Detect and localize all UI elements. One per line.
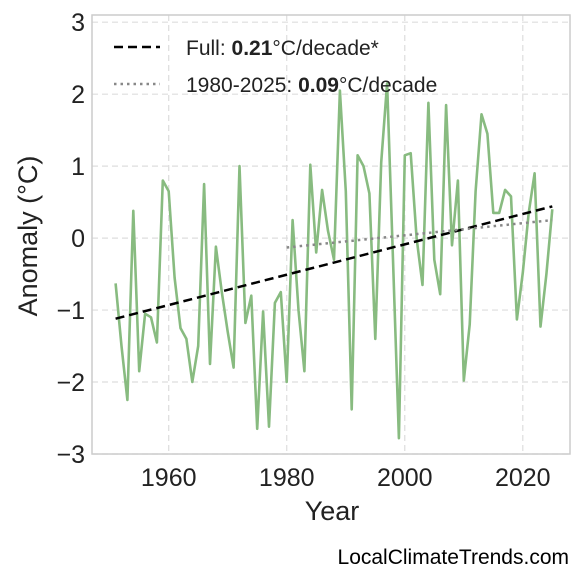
x-tick-label: 2000 [377,464,433,492]
legend-full-suffix: °C/decade* [272,37,378,60]
legend-full-label: Full: 0.21°C/decade* [186,37,379,60]
series-layer [114,82,554,440]
y-tick-label: −2 [56,369,85,397]
y-tick-label: −1 [56,297,85,325]
plot-frame [91,14,571,455]
legend-full-value: 0.21 [232,37,273,60]
annual-anomaly-line [114,82,554,440]
legend-full-prefix: Full: [186,37,232,60]
trend-recent-line [286,218,553,249]
x-tick-label: 2020 [495,464,551,492]
tick-labels: 1960 1980 2000 2020 −3 −2 −1 0 1 2 3 [56,9,550,492]
x-tick-label: 1960 [141,464,197,492]
y-axis-label: Anomaly (°C) [13,156,43,317]
y-tick-label: 3 [71,9,85,37]
legend-recent-value: 0.09 [298,74,339,97]
y-tick-label: 1 [71,153,85,181]
x-axis-label: Year [305,496,360,526]
legend: Full: 0.21°C/decade* 1980-2025: 0.09°C/d… [114,37,437,97]
y-tick-label: 0 [71,225,85,253]
trend-full-line [115,205,553,320]
legend-recent-suffix: °C/decade [339,74,437,97]
y-tick-label: 2 [71,81,85,109]
y-tick-label: −3 [56,441,85,469]
site-credit: LocalClimateTrends.com [337,546,569,569]
legend-recent-prefix: 1980-2025: [186,74,298,97]
x-tick-label: 1980 [259,464,315,492]
legend-recent-label: 1980-2025: 0.09°C/decade [186,74,437,97]
